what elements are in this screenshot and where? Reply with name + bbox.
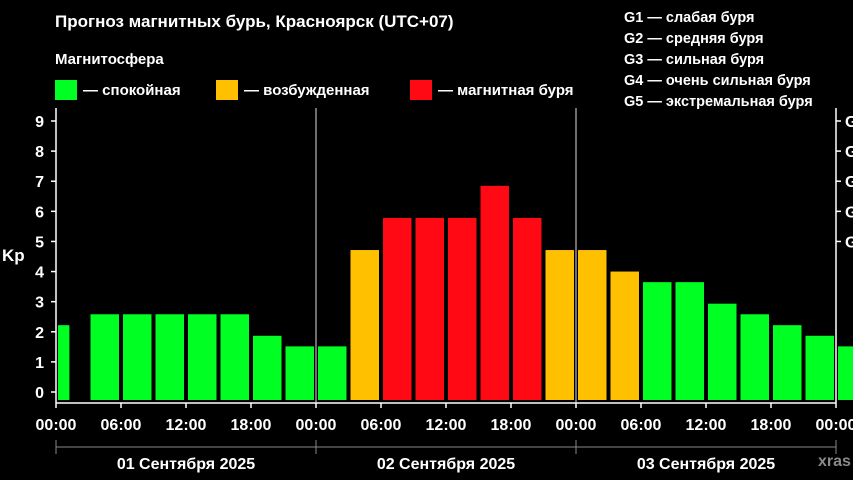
right-tick-label: G3 [845,174,853,191]
legend-label-quiet: — спокойная [83,81,181,99]
x-tick-label: 12:00 [166,417,207,434]
x-tick-label: 12:00 [686,417,727,434]
legend-item-active: — возбужденная [216,80,370,100]
x-tick-label: 00:00 [556,417,597,434]
x-tick-label: 18:00 [491,417,532,434]
x-tick-label: 12:00 [426,417,467,434]
x-tick-label: 18:00 [231,417,272,434]
kp-bar [805,335,834,400]
y-tick-label: 4 [35,265,44,282]
kp-bar [220,314,249,400]
kp-bar [480,185,509,400]
day-label: 02 Сентября 2025 [377,456,515,473]
legend-swatch-active [216,80,238,100]
y-tick-label: 6 [35,204,44,221]
legend-swatch-storm [410,80,432,100]
kp-bar [318,346,347,400]
kp-bar [708,303,737,400]
g-scale-item-g4: G4 — очень сильная буря [624,73,811,89]
kp-bar [545,250,574,400]
kp-bar [58,325,70,400]
right-tick-label: G1 [845,234,853,251]
y-tick-label: 7 [35,174,44,191]
kp-bar [350,250,379,400]
kp-bar [643,282,672,400]
kp-bar [448,217,477,400]
kp-bar [253,335,282,400]
g-scale-item-g1: G1 — слабая буря [624,10,755,26]
legend-item-quiet: — спокойная [55,80,181,100]
g-scale-item-g3: G3 — сильная буря [624,52,765,68]
right-tick-label: G2 [845,204,853,221]
y-tick-label: 8 [35,144,44,161]
kp-bar [838,346,853,400]
day-label: 03 Сентября 2025 [637,456,775,473]
kp-bar [578,250,607,400]
y-tick-label: 0 [35,385,44,402]
x-tick-label: 00:00 [296,417,337,434]
kp-bar [610,271,639,400]
right-tick-label: G5 [845,114,853,131]
x-tick-label: 06:00 [101,417,142,434]
y-tick-label: 2 [35,325,44,342]
kp-bar [155,314,184,400]
y-tick-label: 1 [35,355,44,372]
x-tick-label: 00:00 [816,417,853,434]
kp-bar [415,217,444,400]
y-tick-label: 3 [35,295,44,312]
x-tick-label: 06:00 [621,417,662,434]
x-tick-label: 18:00 [751,417,792,434]
g-scale-item-g2: G2 — средняя буря [624,31,764,47]
legend-label-active: — возбужденная [244,81,370,99]
kp-bar [285,346,314,400]
right-tick-label: G4 [845,144,853,161]
kp-bar [513,217,542,400]
g-scale-list: G1 — слабая буря G2 — средняя буря G3 — … [624,8,813,113]
kp-bar [188,314,217,400]
legend-swatch-quiet [55,80,77,100]
kp-bar [123,314,152,400]
legend-item-storm: — магнитная буря [410,80,574,100]
x-tick-label: 00:00 [36,417,77,434]
kp-bar [773,325,802,400]
y-axis-label: Kp [2,246,25,265]
legend-heading: Магнитосфера [55,51,164,68]
g-scale-item-g5: G5 — экстремальная буря [624,94,813,110]
legend-label-storm: — магнитная буря [438,81,574,99]
day-label: 01 Сентября 2025 [117,456,255,473]
kp-bar [740,314,769,400]
watermark: xras [818,453,851,470]
kp-bar [90,314,119,400]
x-tick-label: 06:00 [361,417,402,434]
y-tick-label: 9 [35,114,44,131]
kp-bar [383,217,412,400]
y-tick-label: 5 [35,234,44,251]
chart-title: Прогноз магнитных бурь, Красноярск (UTC+… [55,12,454,31]
kp-bar [675,282,704,400]
